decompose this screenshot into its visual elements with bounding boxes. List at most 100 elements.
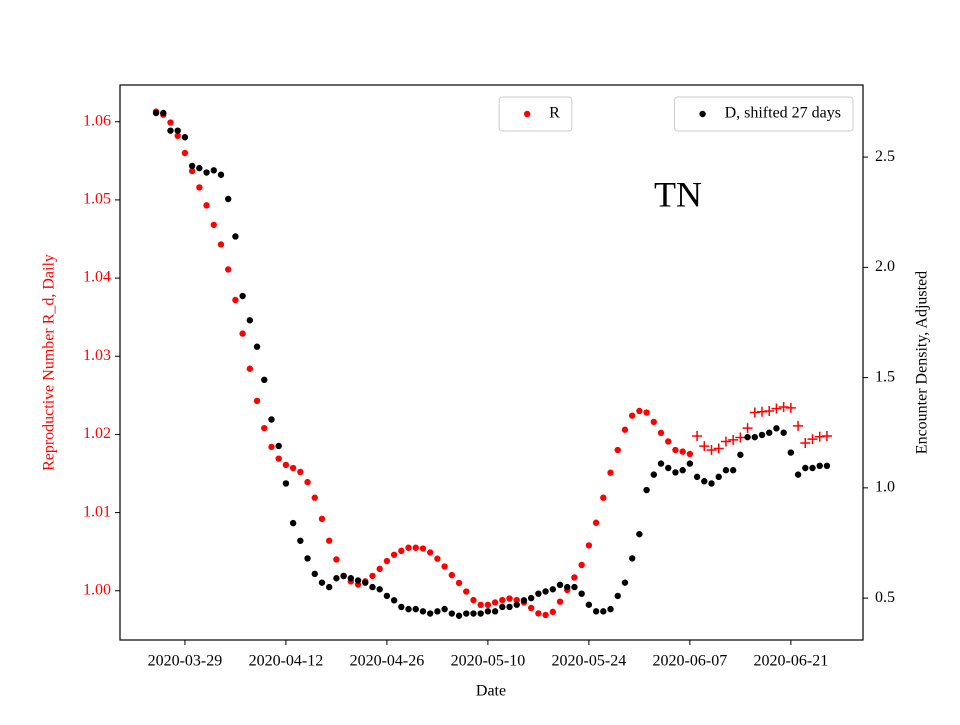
dot-marker [802, 464, 809, 472]
dot-marker [665, 438, 672, 445]
dot-marker [491, 608, 499, 615]
plus-marker [735, 432, 746, 443]
dot-marker [672, 446, 679, 454]
dot-marker [686, 460, 694, 467]
dot-marker [325, 583, 333, 591]
y-tick-label: 1.02 [83, 425, 111, 442]
dot-marker [491, 599, 499, 606]
dot-marker [686, 450, 694, 458]
dot-marker [441, 563, 448, 570]
dot-marker [376, 586, 383, 593]
x-tick-label: 2020-05-10 [451, 653, 526, 670]
dot-marker [585, 601, 593, 608]
dot-marker [607, 469, 614, 476]
y2-tick-label: 1.5 [875, 368, 895, 385]
dot-marker [484, 601, 492, 609]
dot-marker [657, 429, 665, 437]
legend-label: R [549, 105, 560, 122]
dot-marker [325, 537, 333, 544]
dot-marker [621, 579, 629, 586]
y2-tick-label: 2.0 [875, 258, 895, 275]
dot-marker [441, 605, 448, 613]
x-tick-label: 2020-03-29 [148, 653, 223, 670]
dot-marker [217, 171, 225, 178]
dot-marker [289, 519, 297, 527]
dot-marker [455, 612, 463, 619]
dot-marker [340, 572, 347, 580]
dot-marker [282, 461, 290, 469]
dot-marker [506, 603, 513, 611]
dot-marker [239, 330, 246, 337]
dot-marker [347, 575, 355, 582]
plot-frame [119, 84, 864, 641]
dot-marker [766, 429, 773, 436]
dot-marker [412, 605, 419, 613]
dot-marker [527, 604, 535, 612]
dot-marker [650, 471, 658, 478]
dot-marker [426, 610, 434, 617]
dot-marker [643, 486, 650, 494]
dot-marker [188, 162, 196, 170]
dot-marker [578, 561, 585, 569]
y2-tick-label: 0.5 [875, 589, 895, 606]
dot-marker [261, 376, 268, 384]
dot-marker [181, 149, 189, 157]
dot-marker [773, 425, 780, 432]
legend: D, shifted 27 days [674, 96, 854, 132]
dot-marker [239, 292, 246, 300]
dot-marker [722, 467, 730, 474]
dot-marker [383, 557, 391, 565]
dot-marker [513, 596, 520, 604]
y2-axis-label: Encounter Density, Adjusted [914, 271, 931, 454]
dot-marker [657, 460, 665, 467]
plus-marker [807, 434, 818, 445]
x-axis-label: Date [476, 683, 506, 700]
dot-marker [535, 590, 542, 597]
dot-marker [463, 610, 470, 617]
dot-marker [268, 416, 275, 423]
dot-marker [564, 583, 571, 591]
dot-marker [253, 343, 261, 350]
dot-marker [542, 611, 549, 619]
dot-marker [448, 610, 456, 617]
dot-marker [823, 462, 831, 470]
dot-marker [628, 412, 636, 419]
dot-marker [585, 542, 593, 549]
dot-marker [253, 397, 261, 405]
dot-marker [354, 577, 362, 584]
plus-marker [757, 406, 768, 417]
dot-marker [210, 167, 217, 174]
dot-marker [419, 608, 427, 615]
plus-marker [692, 430, 703, 441]
plus-marker [793, 420, 804, 431]
plus-marker [699, 441, 710, 452]
dot-marker [527, 594, 535, 602]
dot-marker [246, 317, 254, 324]
plus-marker [706, 445, 717, 456]
dot-marker [787, 449, 795, 456]
plus-marker [785, 402, 796, 413]
x-tick-label: 2020-05-24 [552, 653, 627, 670]
plus-marker [764, 405, 775, 416]
dot-marker [701, 478, 708, 485]
y-tick-label: 1.05 [83, 191, 111, 208]
dot-marker [232, 296, 239, 304]
dot-marker [794, 471, 802, 478]
dot-marker [816, 462, 823, 470]
dot-marker [607, 605, 614, 613]
y-tick-label: 1.00 [83, 581, 111, 598]
dot-marker [621, 426, 629, 433]
plus-marker [720, 436, 731, 447]
dot-marker [419, 545, 427, 552]
dot-marker [506, 595, 513, 602]
dot-marker [174, 127, 181, 134]
dot-marker [275, 442, 282, 450]
y-tick-label: 1.03 [83, 347, 111, 364]
dot-marker [160, 109, 167, 117]
dot-marker [398, 547, 405, 555]
dot-marker [333, 575, 340, 582]
x-tick-label: 2020-04-12 [249, 653, 324, 670]
dot-marker [592, 519, 600, 526]
dot-marker [261, 424, 268, 432]
dot-marker [225, 195, 232, 203]
